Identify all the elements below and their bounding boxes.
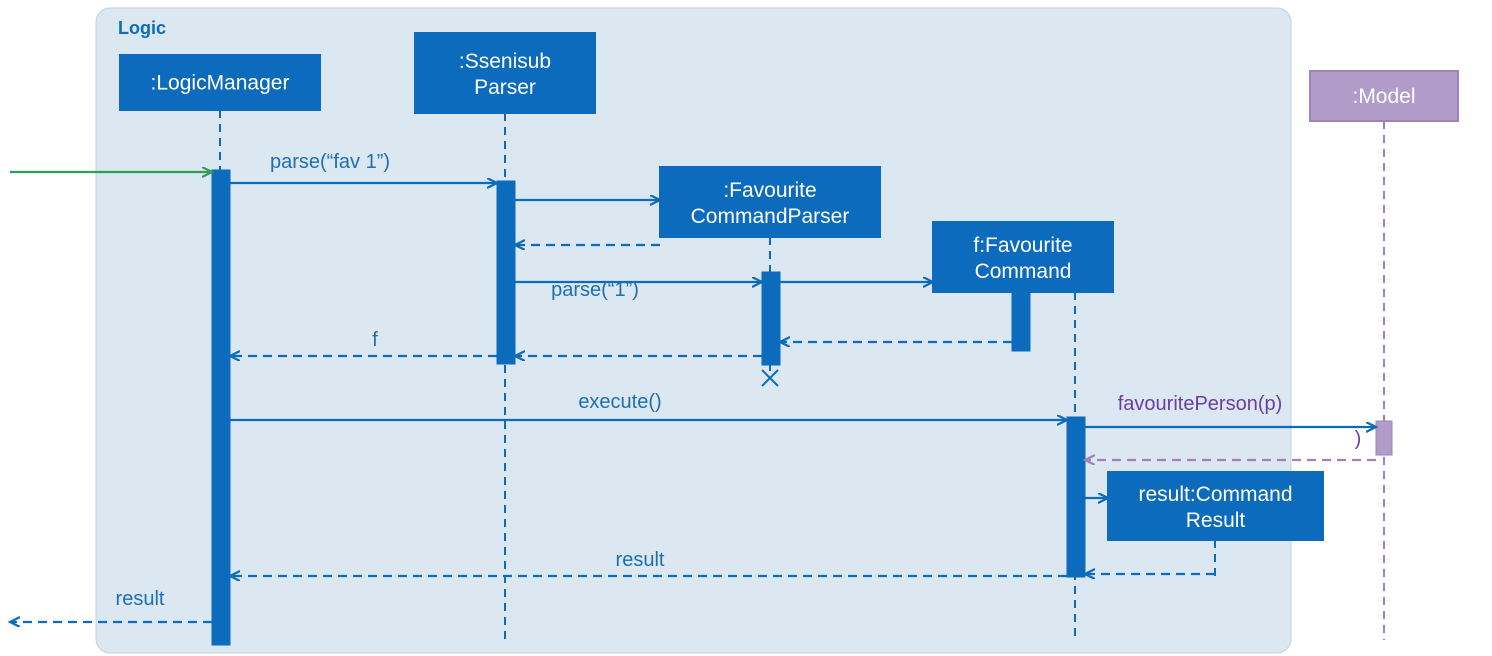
lifeline-label-result: Result — [1186, 509, 1246, 532]
activation-parser — [497, 181, 515, 364]
lifeline-label-model: :Model — [1352, 85, 1415, 108]
logic-frame-label: Logic — [118, 18, 166, 38]
lifeline-label-fcp: :Favourite — [723, 179, 816, 202]
lifeline-label-logic: :LogicManager — [151, 72, 290, 95]
message-label-favperson: favouritePerson(p) — [1118, 393, 1283, 415]
lifeline-label-fcp: CommandParser — [691, 205, 850, 228]
activation-fcp — [762, 272, 780, 365]
lifeline-label-result: result:Command — [1138, 483, 1292, 506]
activation-logic — [212, 170, 230, 645]
message-label-out: result — [116, 588, 165, 610]
message-label-f_return: f — [372, 329, 378, 351]
lifeline-head-parser — [415, 33, 595, 113]
activation-fav1 — [1012, 287, 1030, 351]
lifeline-label-parser: Parser — [474, 76, 536, 99]
activation-model — [1376, 421, 1392, 455]
message-label-execute: execute() — [578, 391, 661, 413]
activation-fav2 — [1067, 417, 1085, 577]
lifeline-label-fav: f:Favourite — [973, 234, 1072, 257]
favperson-paren: ) — [1355, 428, 1362, 450]
message-label-parse1: parse(“fav 1”) — [270, 151, 390, 173]
message-label-parse2: parse(“1”) — [551, 279, 639, 301]
lifeline-label-parser: :Ssenisub — [459, 50, 551, 73]
message-label-result_ret: result — [616, 549, 665, 571]
lifeline-label-fav: Command — [975, 260, 1072, 283]
